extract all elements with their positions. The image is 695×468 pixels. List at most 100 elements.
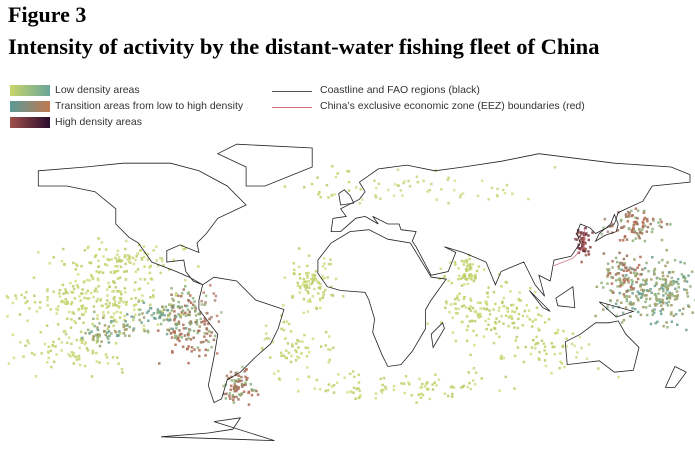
activity-dot: [93, 255, 97, 258]
activity-dot: [310, 182, 314, 186]
activity-dot: [526, 315, 529, 318]
activity-dot: [146, 329, 149, 332]
activity-dot: [119, 290, 123, 294]
activity-dot: [655, 281, 658, 284]
land: [198, 276, 285, 404]
activity-dot: [630, 230, 634, 234]
legend-line: [272, 91, 312, 92]
activity-dot: [509, 290, 512, 293]
activity-dot: [327, 348, 330, 351]
activity-dot: [235, 385, 239, 388]
activity-dot: [33, 300, 37, 304]
activity-dot: [196, 346, 200, 349]
activity-dot: [636, 297, 639, 300]
activity-dot: [241, 383, 244, 387]
land: [338, 189, 355, 206]
activity-dot: [156, 323, 160, 326]
activity-dot: [102, 314, 106, 317]
activity-dot: [173, 318, 176, 322]
activity-dot: [184, 311, 187, 314]
activity-dot: [318, 388, 322, 391]
activity-dot: [462, 273, 465, 277]
activity-dot: [208, 317, 212, 321]
activity-dot: [177, 305, 180, 308]
activity-dot: [487, 317, 490, 321]
activity-dot: [616, 229, 620, 232]
activity-dot: [173, 310, 176, 313]
activity-dot: [317, 281, 320, 285]
activity-dot: [61, 299, 64, 303]
activity-dot: [291, 296, 294, 299]
activity-dot: [96, 333, 100, 336]
activity-dot: [212, 338, 216, 342]
activity-dot: [133, 288, 136, 292]
activity-dot: [256, 393, 260, 396]
activity-dot: [307, 375, 310, 379]
activity-dot: [456, 312, 459, 315]
activity-dot: [330, 285, 333, 288]
activity-dot: [577, 231, 580, 234]
activity-dot: [524, 345, 527, 349]
activity-dot: [114, 286, 117, 289]
activity-dot: [576, 351, 579, 354]
activity-dot: [556, 331, 559, 335]
activity-dot: [494, 322, 498, 325]
activity-dot: [230, 379, 234, 382]
activity-dot: [619, 279, 622, 282]
activity-dot: [355, 387, 359, 391]
activity-dot: [683, 288, 686, 291]
activity-dot: [482, 307, 486, 310]
activity-dot: [306, 276, 309, 279]
activity-dot: [114, 264, 117, 268]
activity-dot: [175, 335, 178, 338]
activity-dot: [468, 273, 471, 277]
activity-dot: [71, 311, 74, 314]
activity-dot: [353, 375, 356, 379]
activity-dot: [625, 297, 628, 301]
activity-dot: [476, 194, 480, 198]
activity-dot: [232, 387, 236, 390]
activity-dot: [46, 298, 49, 302]
activity-dot: [645, 261, 648, 265]
activity-dot: [632, 302, 635, 305]
activity-dot: [443, 392, 447, 395]
activity-dot: [454, 307, 458, 310]
activity-dot: [215, 314, 219, 318]
activity-dot: [629, 302, 633, 306]
activity-dot: [233, 382, 236, 385]
activity-dot: [304, 288, 308, 291]
activity-dot: [465, 261, 469, 264]
activity-dot: [304, 283, 307, 287]
activity-dot: [382, 388, 385, 392]
activity-dot: [417, 393, 420, 396]
activity-dot: [307, 286, 311, 289]
activity-dot: [608, 271, 611, 275]
activity-dot: [66, 341, 69, 345]
activity-dot: [234, 371, 237, 375]
activity-dot: [629, 301, 632, 304]
activity-dot: [49, 308, 52, 311]
activity-dot: [467, 371, 470, 374]
activity-dot: [496, 187, 499, 191]
activity-dot: [511, 192, 514, 195]
activity-dot: [105, 264, 109, 267]
activity-dot: [322, 291, 325, 294]
activity-dot: [666, 294, 670, 297]
activity-dot: [112, 312, 116, 315]
activity-dot: [175, 292, 178, 295]
activity-dot: [180, 295, 183, 298]
activity-dot: [343, 376, 346, 379]
activity-dot: [610, 275, 613, 279]
activity-dot: [160, 313, 163, 316]
activity-dot: [170, 305, 174, 309]
activity-dot: [97, 285, 100, 288]
activity-dot: [159, 322, 163, 326]
activity-dot: [265, 332, 268, 335]
activity-dot: [639, 230, 642, 234]
activity-dot: [185, 304, 189, 308]
activity-dot: [627, 276, 630, 280]
activity-dot: [80, 304, 83, 308]
activity-dot: [645, 313, 649, 317]
activity-dot: [622, 293, 626, 296]
activity-dot: [684, 277, 687, 280]
